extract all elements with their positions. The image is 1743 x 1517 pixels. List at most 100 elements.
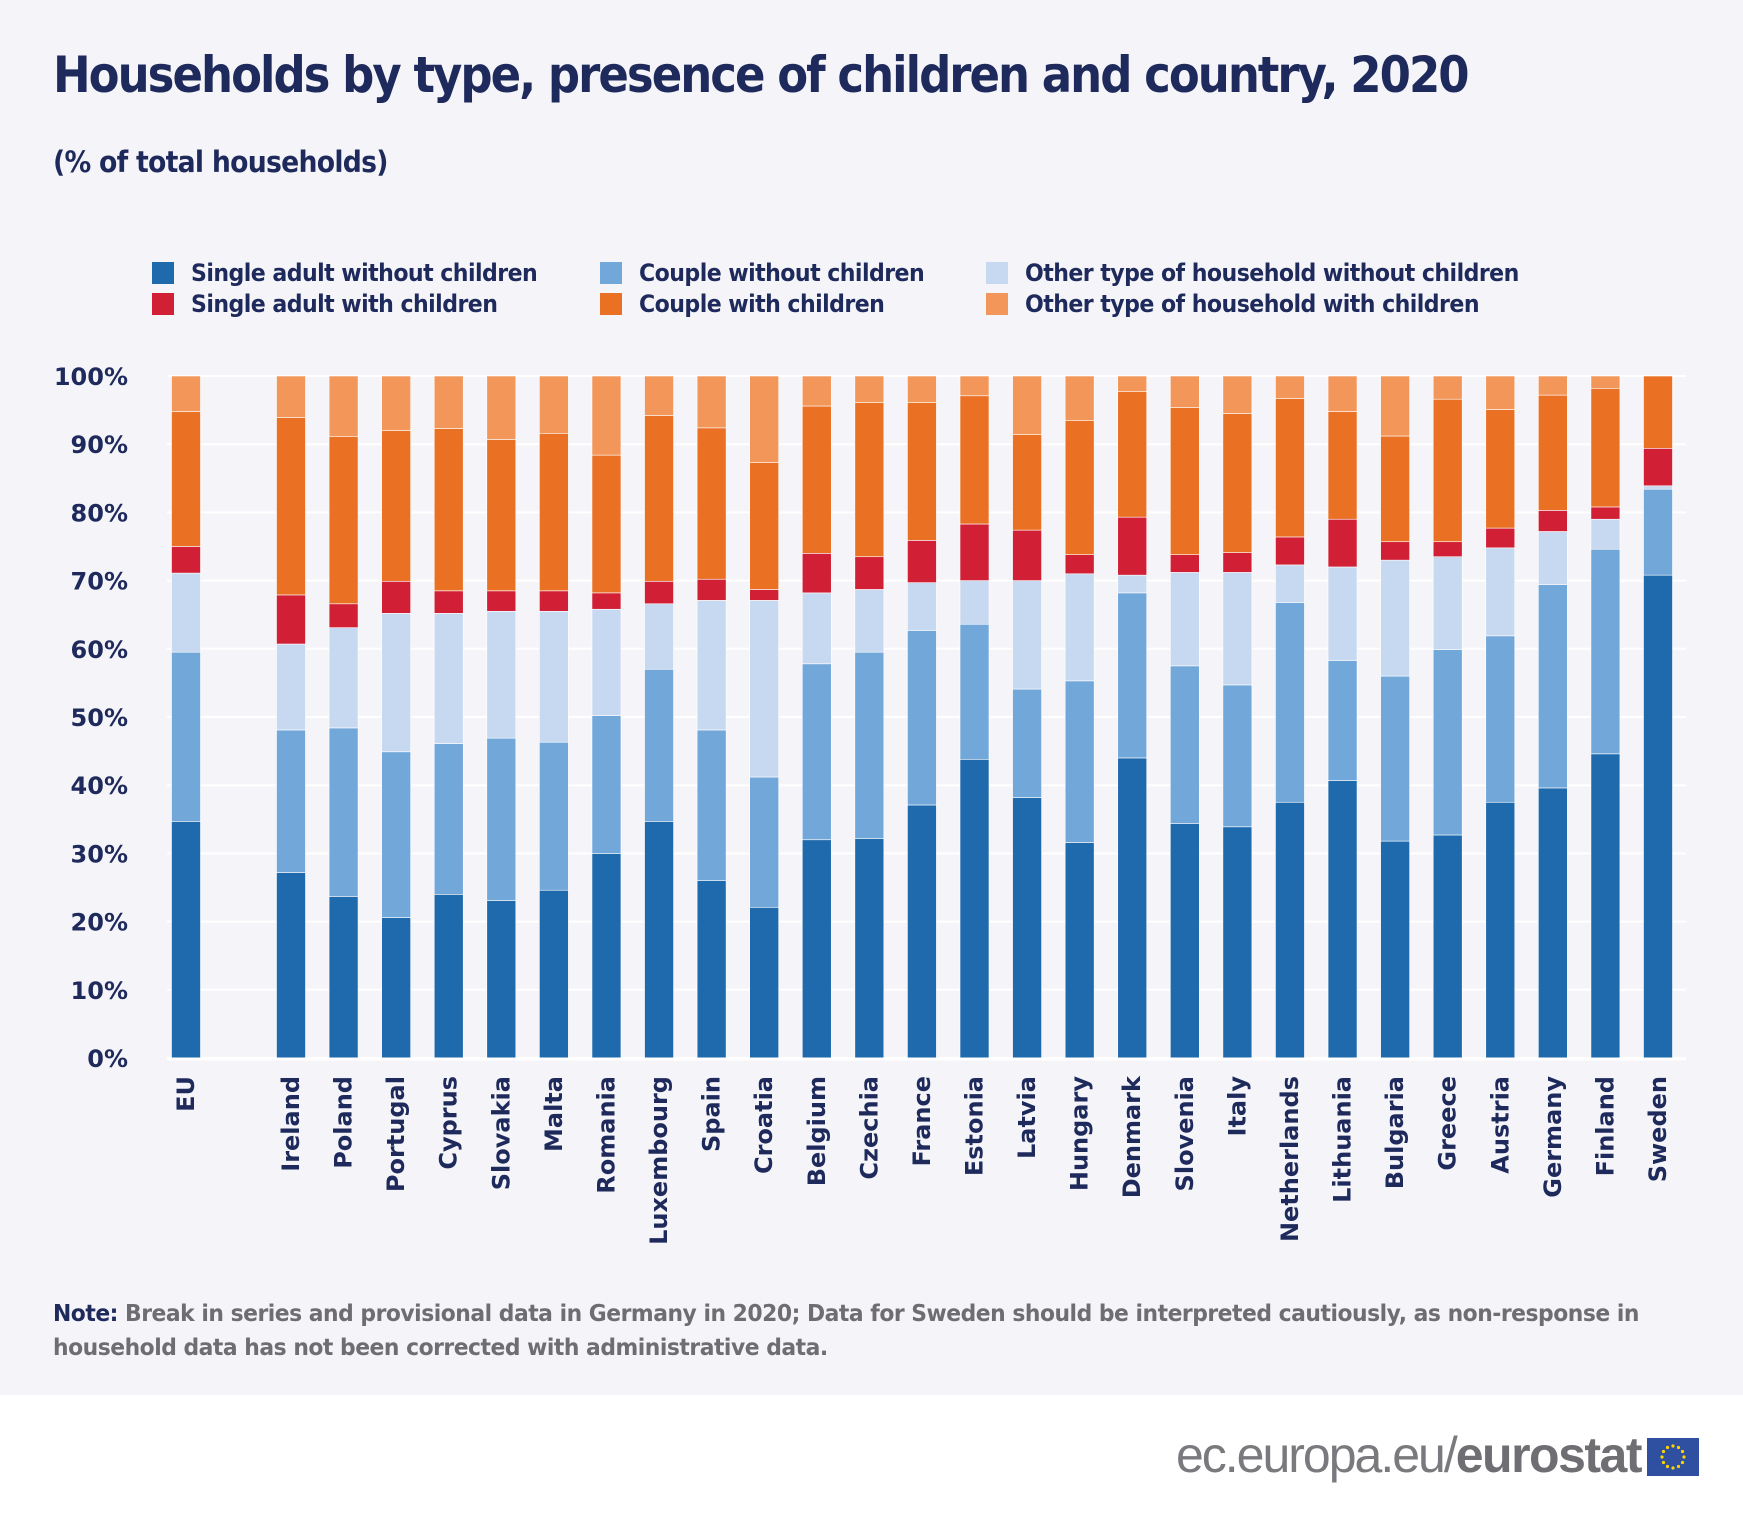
bar-finland [1590, 375, 1621, 1059]
bar-greece [1432, 375, 1463, 1059]
bar-segment-single-adult-with-children [276, 594, 306, 645]
bar-segment-other-type-of-household-with-children [1485, 375, 1516, 410]
bar-segment-couple-with-children [171, 411, 201, 547]
footer-url[interactable]: ec.europa.eu/eurostat [1176, 1427, 1643, 1483]
bar-segment-couple-without-children [1327, 660, 1358, 781]
x-axis: EU Ireland Poland Portugal Cyprus Slovakia Mal… [167, 1057, 1686, 1245]
bar-segment-couple-with-children [486, 439, 517, 592]
bar-segment-single-adult-with-children [381, 580, 411, 614]
bar-segment-couple-with-children [1485, 409, 1516, 529]
x-tick-label: Slovenia [1171, 1076, 1199, 1191]
bar-segment-other-type-of-household-with-children [749, 375, 779, 463]
bar-segment-single-adult-without-children [696, 880, 727, 1059]
bar-segment-other-type-of-household-without-children [854, 589, 885, 653]
bar-segment-couple-without-children [1485, 635, 1516, 803]
flag-star [1665, 1464, 1670, 1469]
bar-segment-single-adult-without-children [276, 872, 306, 1059]
bar-segment-other-type-of-household-without-children [1643, 485, 1673, 490]
bar-segment-couple-without-children [1275, 602, 1305, 803]
bar-segment-other-type-of-household-without-children [539, 610, 569, 743]
bar-segment-other-type-of-household-without-children [1117, 574, 1148, 594]
x-tick-label: Ireland [277, 1076, 305, 1172]
bar-segment-couple-without-children [696, 729, 727, 881]
bar-segment-single-adult-with-children [959, 523, 990, 581]
bar-segment-couple-without-children [907, 630, 937, 806]
bar-segment-couple-with-children [1432, 398, 1463, 543]
bar-segment-couple-with-children [644, 415, 674, 582]
bar-segment-couple-with-children [328, 436, 359, 605]
legend-label: Other type of household with children [1025, 290, 1480, 318]
bar-segment-other-type-of-household-with-children [1432, 375, 1463, 400]
bar-segment-single-adult-with-children [1485, 527, 1516, 549]
y-tick-label: 60% [71, 636, 128, 664]
bar-segment-couple-without-children [1538, 584, 1568, 789]
bar-segment-single-adult-without-children [1380, 840, 1410, 1059]
bar-denmark [1117, 375, 1148, 1059]
bar-segment-couple-without-children [801, 663, 832, 841]
bar-segment-other-type-of-household-with-children [381, 375, 411, 431]
bar-segment-other-type-of-household-without-children [1380, 559, 1410, 677]
bar-segment-single-adult-with-children [696, 578, 727, 601]
y-tick-label: 20% [71, 909, 128, 937]
bar-segment-single-adult-with-children [1012, 529, 1042, 581]
bar-segment-single-adult-without-children [801, 839, 832, 1059]
bar-segment-other-type-of-household-with-children [276, 375, 306, 418]
bar-segment-couple-without-children [1117, 592, 1148, 759]
bar-segment-couple-with-children [1064, 420, 1095, 555]
bar-segment-single-adult-with-children [644, 580, 674, 605]
bar-italy [1222, 375, 1253, 1059]
bar-segment-couple-without-children [959, 623, 990, 760]
bar-segment-couple-with-children [433, 428, 464, 592]
bar-segment-couple-without-children [854, 651, 885, 839]
x-tick-label: EU [172, 1076, 200, 1112]
x-tick-label: Luxembourg [645, 1076, 673, 1245]
bar-segment-couple-without-children [276, 729, 306, 873]
chart-note: Note: Break in series and provisional da… [53, 1297, 1713, 1365]
bar-segment-other-type-of-household-with-children [696, 375, 727, 429]
legend-swatch [152, 262, 174, 284]
bar-segment-single-adult-without-children [1643, 574, 1673, 1059]
bar-spain [696, 375, 727, 1059]
bar-segment-other-type-of-household-with-children [1117, 375, 1148, 392]
bar-segment-single-adult-without-children [1222, 826, 1253, 1059]
x-tick-label: Austria [1486, 1076, 1514, 1174]
legend-label: Other type of household without children [1025, 259, 1519, 287]
bar-austria [1485, 375, 1516, 1059]
note-text: Break in series and provisional data in … [53, 1301, 1639, 1361]
bar-segment-other-type-of-household-with-children [1327, 375, 1358, 412]
flag-star [1671, 1466, 1675, 1470]
bar-segment-other-type-of-household-with-children [1064, 375, 1095, 421]
footer-brand: eurostat [1455, 1427, 1643, 1483]
bar-luxembourg [644, 375, 674, 1059]
x-tick-label: Hungary [1066, 1076, 1094, 1191]
bar-segment-couple-with-children [696, 427, 727, 580]
bar-sweden [1643, 375, 1673, 1059]
bar-segment-other-type-of-household-without-children [1012, 580, 1042, 690]
bar-segment-couple-without-children [433, 743, 464, 895]
bar-segment-couple-without-children [1170, 665, 1200, 824]
bar-segment-single-adult-without-children [433, 894, 464, 1059]
y-tick-label: 70% [71, 568, 128, 596]
bar-segment-couple-with-children [276, 417, 306, 596]
bar-belgium [801, 375, 832, 1059]
bar-segment-couple-without-children [1064, 680, 1095, 843]
bar-segment-couple-with-children [539, 432, 569, 592]
bar-segment-other-type-of-household-without-children [381, 613, 411, 753]
y-tick-label: 90% [71, 431, 128, 459]
bar-segment-single-adult-without-children [486, 900, 517, 1059]
bar-romania [591, 375, 622, 1059]
bar-segment-couple-with-children [1380, 435, 1410, 543]
bar-segment-single-adult-without-children [1590, 753, 1621, 1059]
bar-segment-single-adult-with-children [1170, 554, 1200, 573]
flag-star [1665, 1445, 1670, 1450]
x-tick-label: Czechia [855, 1076, 883, 1180]
bar-segment-other-type-of-household-with-children [591, 375, 622, 456]
eu-flag-icon [1647, 1438, 1699, 1476]
bar-segment-single-adult-with-children [1380, 541, 1410, 561]
legend-swatch [600, 293, 622, 315]
bar-segment-couple-with-children [1327, 411, 1358, 520]
bar-segment-single-adult-without-children [1117, 757, 1148, 1059]
bar-segment-couple-with-children [381, 430, 411, 582]
eurostat-footer: ec.europa.eu/eurostat [1176, 1430, 1699, 1480]
x-tick-label: Malta [540, 1076, 568, 1152]
